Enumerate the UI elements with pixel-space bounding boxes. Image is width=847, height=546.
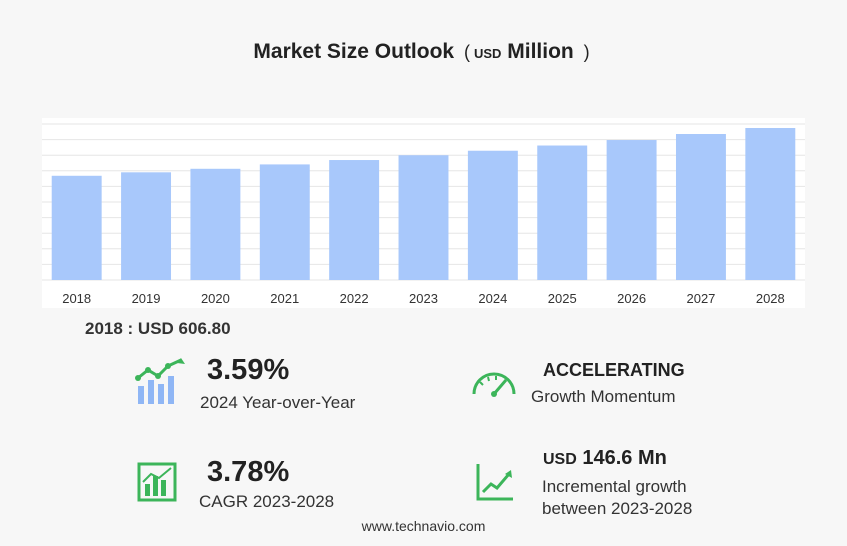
title-currency: USD <box>473 46 502 61</box>
growth-chart-icon <box>135 358 187 411</box>
source-footer: www.technavio.com <box>361 518 486 534</box>
bar-2027 <box>675 134 726 280</box>
x-tick-label-2022: 2022 <box>340 291 369 306</box>
x-tick-label-2028: 2028 <box>756 291 785 306</box>
title-main: Market Size Outlook <box>253 40 455 63</box>
bar-2018 <box>51 175 102 280</box>
x-tick-label-2019: 2019 <box>132 291 161 306</box>
bar-chart-icon <box>137 462 177 507</box>
cagr-label: CAGR 2023-2028 <box>199 492 335 511</box>
bar-2024 <box>467 150 518 280</box>
bar-2021 <box>259 164 310 280</box>
line-chart-icon <box>475 462 515 507</box>
x-tick-label-2026: 2026 <box>617 291 646 306</box>
bar-2020 <box>190 168 241 280</box>
title-open-paren: ( <box>463 42 470 62</box>
x-tick-label-2027: 2027 <box>686 291 715 306</box>
bar-chart: 2018 2019 2020 2021 2022 2023 2024 2025 2026 2027… <box>42 123 805 306</box>
x-tick-label-2020: 2020 <box>201 291 230 306</box>
bar-2023 <box>398 155 449 280</box>
title-close-paren: ) <box>583 42 590 62</box>
incremental-currency: USD <box>543 451 577 468</box>
chart-title: Market Size Outlook (USD Million ) <box>0 40 847 64</box>
x-tick-label-2021: 2021 <box>270 291 299 306</box>
base-year-value: 2018 : USD 606.80 <box>85 319 231 338</box>
incremental-value: USD 146.6 Mn <box>543 447 667 470</box>
bar-2022 <box>329 160 380 280</box>
bar-2025 <box>537 145 588 280</box>
x-tick-label-2024: 2024 <box>478 291 507 306</box>
bar-2026 <box>606 140 657 280</box>
momentum-value: ACCELERATING <box>543 360 685 380</box>
title-unit: Million <box>507 40 574 63</box>
summary-panel: 2018 : USD 606.80 3.59% 2024 Year-over-Y… <box>0 312 847 546</box>
cagr-value: 3.78% <box>207 456 290 488</box>
x-tick-label-2025: 2025 <box>548 291 577 306</box>
x-tick-label-2018: 2018 <box>62 291 91 306</box>
incremental-label-1: Incremental growth <box>542 477 687 496</box>
incremental-label-2: between 2023-2028 <box>542 499 693 518</box>
bar-2028 <box>745 128 796 280</box>
speedometer-icon <box>470 364 518 403</box>
yoy-label: 2024 Year-over-Year <box>200 393 356 412</box>
x-tick-label-2023: 2023 <box>409 291 438 306</box>
incremental-amount: 146.6 Mn <box>582 447 667 469</box>
yoy-value: 3.59% <box>207 354 290 386</box>
bar-2019 <box>121 172 172 280</box>
momentum-label: Growth Momentum <box>531 387 676 406</box>
